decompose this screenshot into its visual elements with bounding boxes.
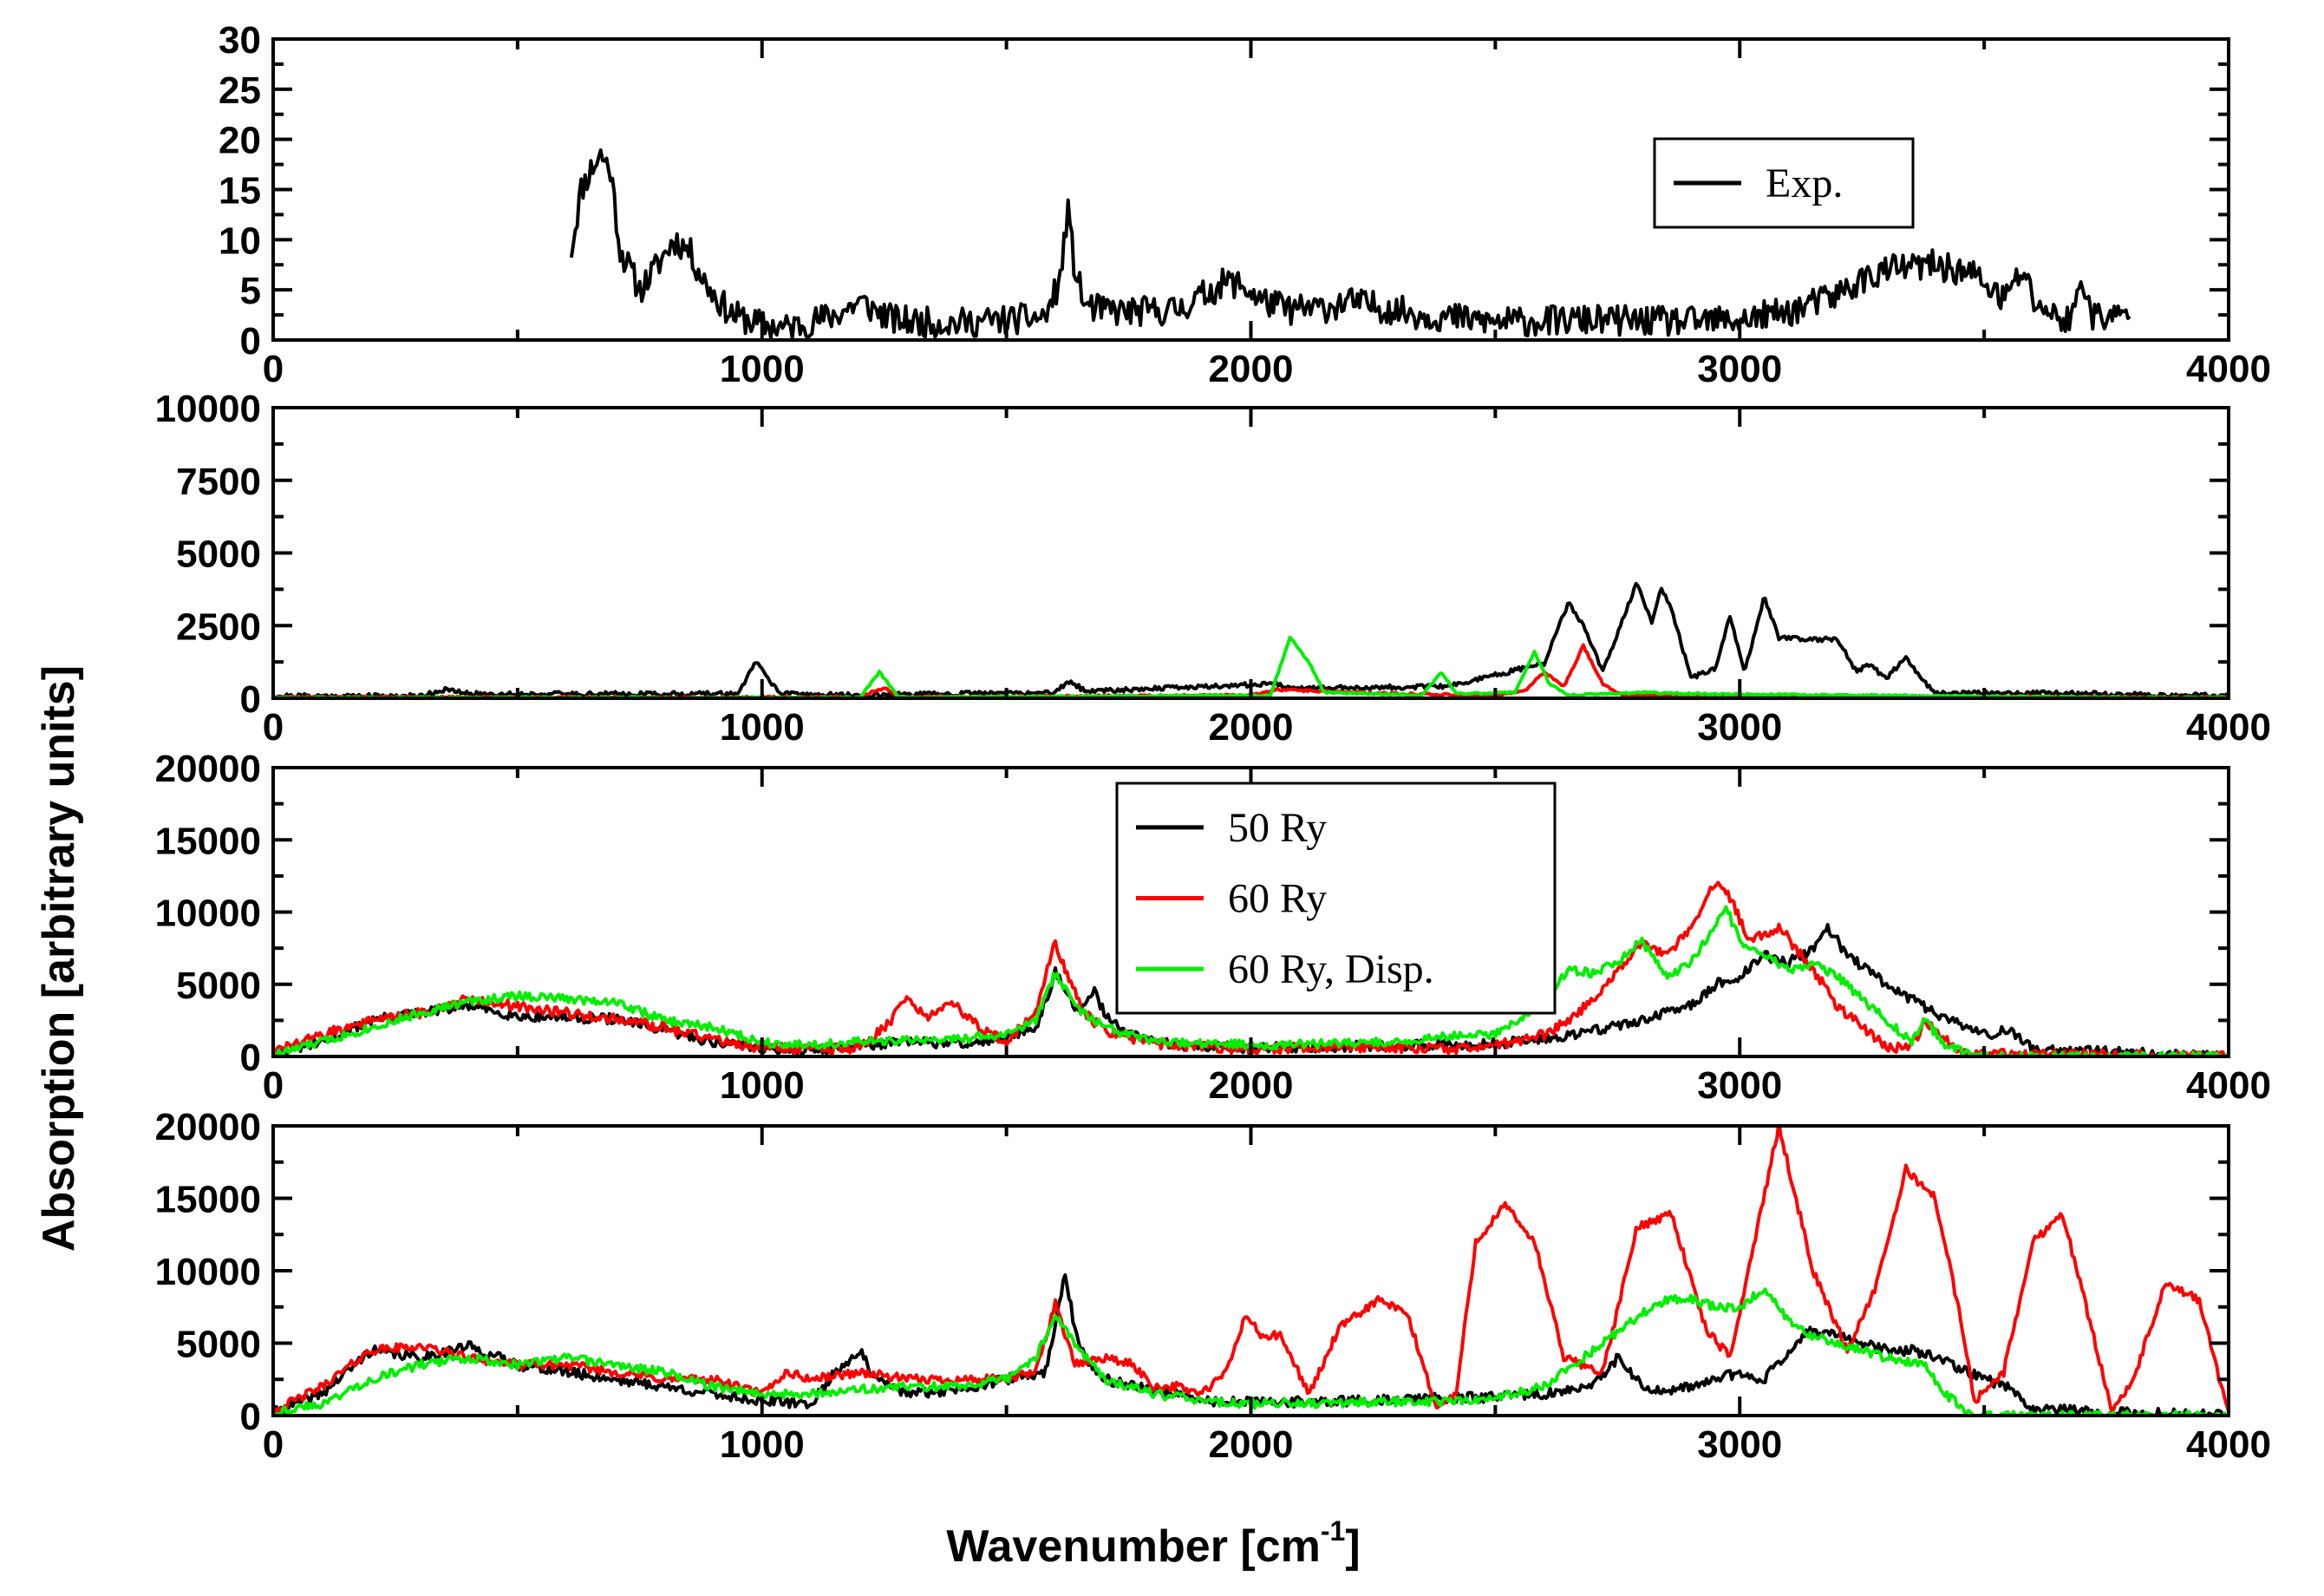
y-tick-label: 10000 xyxy=(155,388,261,430)
y-tick-label: 20000 xyxy=(155,748,261,790)
x-axis-title: Wavenumber [cm-1] xyxy=(946,1515,1360,1572)
x-tick-label: 4000 xyxy=(2186,706,2271,749)
y-tick-label: 10000 xyxy=(155,893,261,935)
panel-3-legend: 50 Ry 60 Ry 60 Ry, Disp. xyxy=(1115,782,1557,1015)
x-tick-label: 3000 xyxy=(1697,706,1782,749)
panel-3: 0 1000 2000 3000 4000 0 5000 10000 15000 20000 50 … xyxy=(155,748,2271,1107)
y-tick-label: 5000 xyxy=(176,533,261,576)
y-tick-label: 25 xyxy=(219,69,261,112)
series-line-exp- xyxy=(569,148,2131,340)
x-tick-label: 4000 xyxy=(2186,1064,2271,1107)
legend-label: 50 Ry xyxy=(1228,805,1327,851)
y-tick-label: 10000 xyxy=(155,1251,261,1293)
x-tick-label: 4000 xyxy=(2186,1423,2271,1466)
x-tick-label: 3000 xyxy=(1697,1423,1782,1466)
legend-label: 60 Ry, Disp. xyxy=(1228,946,1434,992)
y-tick-label: 0 xyxy=(240,320,261,363)
x-axis-title-superscript: -1 xyxy=(1321,1515,1345,1547)
x-tick-label: 1000 xyxy=(720,706,805,749)
y-axis-title: Absorption [arbitrary units] xyxy=(34,665,84,1252)
x-tick-label: 0 xyxy=(263,348,284,390)
y-tick-label: 10 xyxy=(219,219,261,262)
y-tick-label: 0 xyxy=(240,678,261,721)
panel-2: 0 1000 2000 3000 4000 0 2500 5000 7500 10000 xyxy=(155,388,2271,749)
y-tick-label: 20 xyxy=(219,120,261,162)
x-tick-label: 0 xyxy=(263,1423,284,1466)
x-tick-label: 2000 xyxy=(1209,706,1294,749)
x-tick-label: 1000 xyxy=(720,1064,805,1107)
x-tick-label: 0 xyxy=(263,1064,284,1107)
x-tick-label: 4000 xyxy=(2186,348,2271,390)
y-tick-label: 20000 xyxy=(155,1106,261,1148)
y-tick-label: 2500 xyxy=(176,605,261,648)
y-tick-label: 15 xyxy=(219,170,261,213)
x-tick-label: 2000 xyxy=(1209,348,1294,390)
y-tick-label: 7500 xyxy=(176,461,261,503)
panel-1-legend: Exp. xyxy=(1653,137,1915,229)
series-line-60-ry xyxy=(273,1126,2229,1416)
y-tick-label: 30 xyxy=(219,19,261,62)
y-tick-label: 0 xyxy=(240,1037,261,1079)
y-tick-label: 5000 xyxy=(176,1324,261,1366)
panel-1-series xyxy=(569,148,2131,340)
y-tick-label: 5000 xyxy=(176,965,261,1007)
x-tick-label: 2000 xyxy=(1209,1064,1294,1107)
y-tick-label: 15000 xyxy=(155,1179,261,1221)
x-axis-title-main: Wavenumber [cm xyxy=(946,1521,1321,1572)
x-axis-title-end: ] xyxy=(1345,1521,1360,1572)
panel-4: 0 1000 2000 3000 4000 0 5000 10000 15000 20000 xyxy=(155,1106,2271,1466)
x-tick-label: 2000 xyxy=(1209,1423,1294,1466)
x-tick-label: 1000 xyxy=(720,348,805,390)
legend-label: 60 Ry xyxy=(1228,876,1327,922)
x-tick-label: 1000 xyxy=(720,1423,805,1466)
x-tick-label: 3000 xyxy=(1697,1064,1782,1107)
legend-label: Exp. xyxy=(1766,160,1843,206)
x-tick-label: 3000 xyxy=(1697,348,1782,390)
y-tick-label: 0 xyxy=(240,1396,261,1438)
y-tick-label: 15000 xyxy=(155,820,261,862)
y-tick-label: 5 xyxy=(240,270,261,312)
x-tick-label: 0 xyxy=(263,706,284,749)
